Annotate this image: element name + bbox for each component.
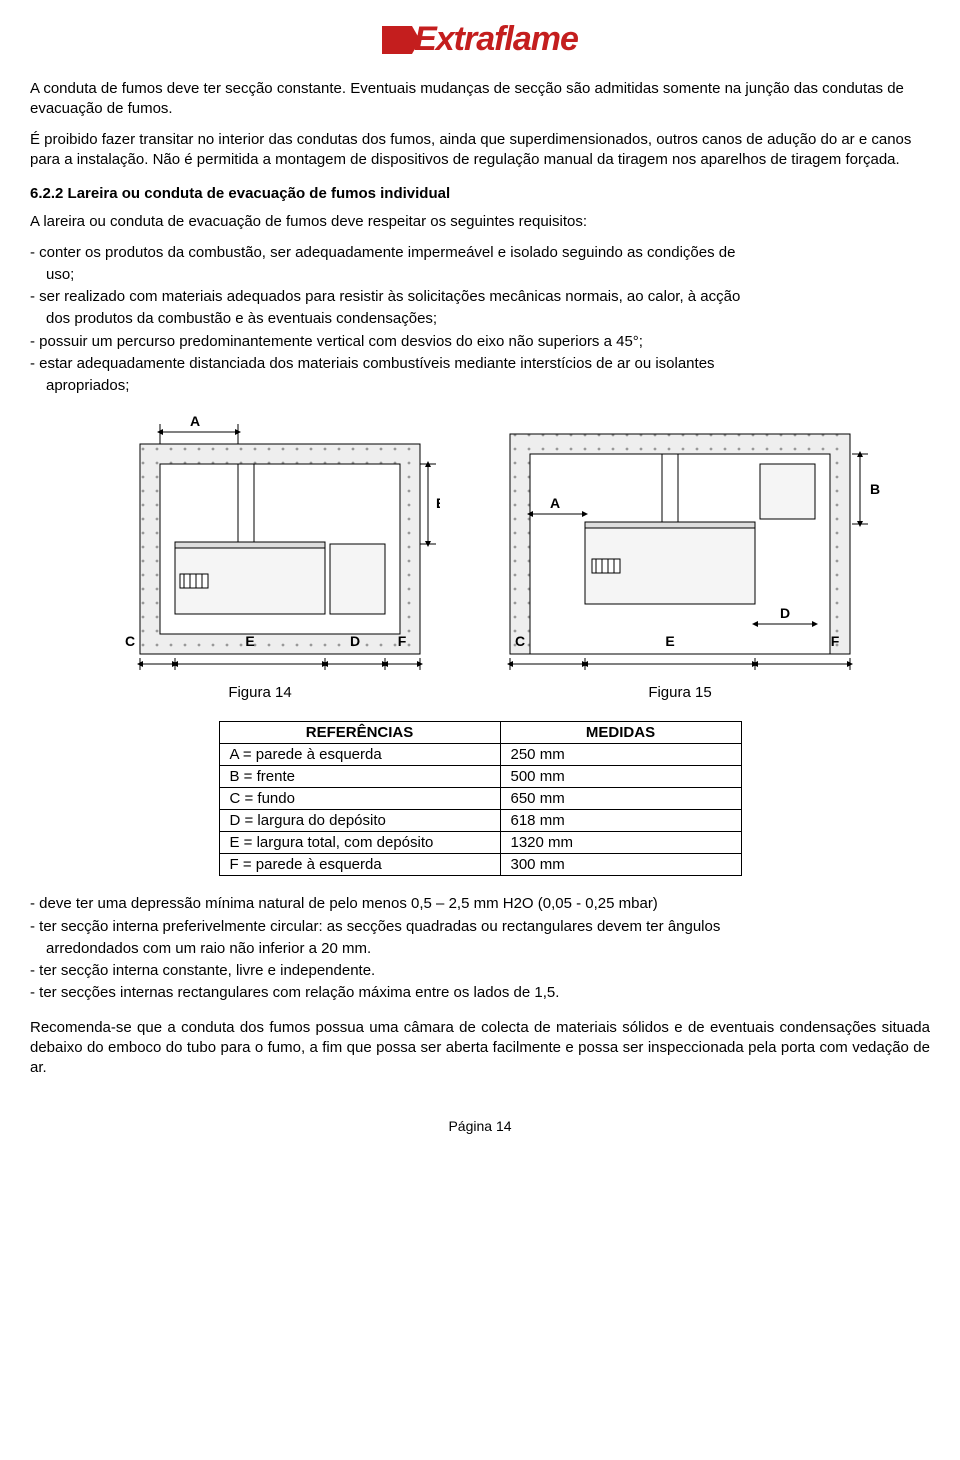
fig14-label-E: E <box>245 633 254 649</box>
list2-item-1: - deve ter uma depressão mínima natural … <box>30 894 930 914</box>
page-footer: Página 14 <box>30 1118 930 1134</box>
fig14-label-B: B <box>436 495 440 511</box>
figure-14: A B C E D F Figura 14 <box>80 414 440 701</box>
paragraph-4: Recomenda-se que a conduta dos fumos pos… <box>30 1018 930 1079</box>
fig15-label-B: B <box>870 481 880 497</box>
fig14-label-C: C <box>125 633 135 649</box>
fig15-label-A: A <box>550 495 560 511</box>
table-cell-ref: C = fundo <box>219 788 500 810</box>
figure-14-svg: A B C E D F <box>80 414 440 674</box>
figure-15-svg: A B D C E F <box>480 414 880 674</box>
fig15-label-C: C <box>515 633 525 649</box>
fig14-label-D: D <box>350 633 360 649</box>
table-cell-ref: A = parede à esquerda <box>219 744 500 766</box>
list2-item-4: - ter secções internas rectangulares com… <box>30 983 930 1003</box>
table-row: F = parede à esquerda300 mm <box>219 854 741 876</box>
section-heading: 6.2.2 Lareira ou conduta de evacuação de… <box>30 184 930 204</box>
logo-icon <box>382 26 412 54</box>
figure-14-caption: Figura 14 <box>80 684 440 701</box>
fig15-label-D: D <box>780 605 790 621</box>
table-cell-ref: B = frente <box>219 766 500 788</box>
table-cell-med: 500 mm <box>500 766 741 788</box>
diagram-row: A B C E D F Figura 14 <box>30 414 930 701</box>
list1-item-4b: apropriados; <box>30 376 930 396</box>
figure-15-caption: Figura 15 <box>480 684 880 701</box>
list2-item-3: - ter secção interna constante, livre e … <box>30 961 930 981</box>
table-cell-med: 650 mm <box>500 788 741 810</box>
list2-item-2: - ter secção interna preferivelmente cir… <box>30 917 930 937</box>
table-row: D = largura do depósito618 mm <box>219 810 741 832</box>
fig14-label-A: A <box>190 414 200 429</box>
table-cell-med: 300 mm <box>500 854 741 876</box>
list1-item-1: - conter os produtos da combustão, ser a… <box>30 243 930 263</box>
logo-text: Extraflame <box>414 20 578 58</box>
paragraph-3: A lareira ou conduta de evacuação de fum… <box>30 212 930 232</box>
paragraph-2: É proibido fazer transitar no interior d… <box>30 130 930 171</box>
fig15-label-F: F <box>831 633 840 649</box>
figure-15: A B D C E F Figura 15 <box>480 414 880 701</box>
list1-item-2b: dos produtos da combustão e às eventuais… <box>30 309 930 329</box>
table-cell-ref: F = parede à esquerda <box>219 854 500 876</box>
reference-table: REFERÊNCIAS MEDIDAS A = parede à esquerd… <box>219 721 742 876</box>
list1-item-3: - possuir um percurso predominantemente … <box>30 332 930 352</box>
table-cell-ref: E = largura total, com depósito <box>219 832 500 854</box>
table-row: A = parede à esquerda250 mm <box>219 744 741 766</box>
table-row: C = fundo650 mm <box>219 788 741 810</box>
list1-item-2: - ser realizado com materiais adequados … <box>30 287 930 307</box>
paragraph-1: A conduta de fumos deve ter secção const… <box>30 79 930 120</box>
list2-item-2b: arredondados com um raio não inferior a … <box>30 939 930 959</box>
table-header-med: MEDIDAS <box>500 722 741 744</box>
table-header-ref: REFERÊNCIAS <box>219 722 500 744</box>
list1-item-1b: uso; <box>30 265 930 285</box>
table-cell-ref: D = largura do depósito <box>219 810 500 832</box>
brand-logo: Extraflame <box>30 20 930 59</box>
list1-item-4: - estar adequadamente distanciada dos ma… <box>30 354 930 374</box>
fig15-label-E: E <box>665 633 674 649</box>
table-cell-med: 250 mm <box>500 744 741 766</box>
table-row: E = largura total, com depósito1320 mm <box>219 832 741 854</box>
table-row: B = frente500 mm <box>219 766 741 788</box>
table-cell-med: 618 mm <box>500 810 741 832</box>
table-cell-med: 1320 mm <box>500 832 741 854</box>
fig14-label-F: F <box>398 633 407 649</box>
